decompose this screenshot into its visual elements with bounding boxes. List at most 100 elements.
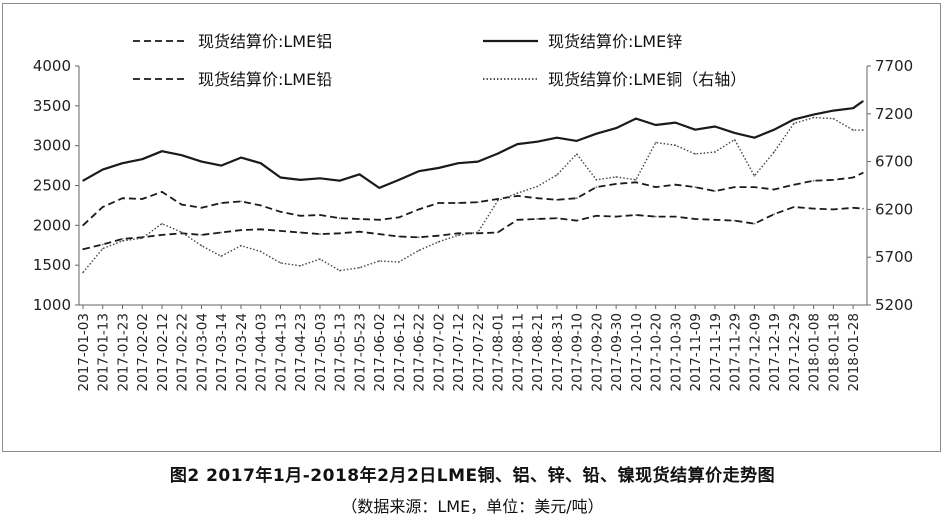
data-point	[437, 241, 440, 243]
data-point	[635, 214, 637, 216]
x-tick-label: 2018-01-08	[807, 313, 823, 391]
x-tick-label: 2017-04-13	[273, 313, 289, 391]
data-point	[299, 231, 302, 234]
x-tick-label: 2017-06-12	[392, 313, 408, 391]
series-layer	[82, 100, 864, 274]
data-point	[121, 162, 124, 165]
left-tick-label: 1500	[33, 256, 71, 274]
data-point	[832, 179, 835, 181]
data-point	[437, 202, 440, 204]
data-point	[556, 174, 558, 176]
legend-item-3: 现货结算价:LME铅	[133, 70, 332, 89]
data-point	[654, 141, 657, 144]
data-point	[398, 235, 400, 238]
right-y-axis: 5200 5700 6200 6700 7200 7700	[866, 57, 913, 314]
data-point	[654, 124, 657, 126]
data-point	[694, 218, 697, 220]
data-point	[773, 151, 775, 153]
data-point	[536, 140, 539, 143]
data-point	[575, 219, 578, 222]
data-point	[832, 117, 835, 120]
data-point	[101, 247, 104, 250]
left-tick-label: 2000	[33, 216, 71, 234]
x-tick-label: 2018-01-28	[846, 313, 862, 391]
data-point	[358, 230, 361, 233]
data-point	[674, 121, 677, 124]
data-point	[536, 185, 539, 188]
data-point	[121, 238, 124, 240]
x-tick-label: 2017-10-20	[649, 313, 665, 391]
data-point	[180, 154, 183, 157]
data-point	[279, 262, 282, 264]
legend-label: 现货结算价:LME铝	[198, 32, 332, 51]
data-point	[753, 175, 756, 177]
x-tick-label: 2017-10-30	[668, 313, 684, 391]
data-point	[437, 234, 440, 237]
data-point	[457, 232, 460, 235]
data-point	[299, 264, 302, 267]
data-point	[516, 192, 519, 195]
right-tick-label: 7200	[875, 105, 913, 123]
x-tick-label: 2017-07-02	[431, 313, 447, 391]
x-tick-label: 2017-12-19	[767, 313, 783, 391]
right-tick-label: 6700	[875, 153, 913, 171]
data-point	[793, 206, 795, 208]
data-point	[121, 197, 124, 200]
right-tick-label: 7700	[875, 57, 913, 75]
data-point	[200, 160, 203, 163]
data-point	[161, 150, 163, 153]
data-point	[299, 214, 302, 217]
data-point	[556, 136, 558, 139]
data-point	[852, 176, 854, 179]
data-point	[615, 127, 618, 129]
data-point	[575, 153, 578, 155]
data-point	[862, 129, 864, 131]
data-point	[299, 179, 302, 181]
x-tick-label: 2017-06-22	[412, 313, 428, 391]
data-point	[279, 210, 282, 213]
legend-item-4: 现货结算价:LME铜（右轴）	[483, 70, 746, 89]
data-point	[635, 181, 637, 184]
data-point	[319, 258, 321, 260]
legend-item-1: 现货结算价:LME铝	[133, 32, 332, 51]
data-point	[654, 215, 657, 218]
data-point	[240, 156, 242, 159]
data-point	[773, 128, 775, 131]
data-point	[220, 164, 223, 167]
x-tick-label: 2017-11-09	[688, 313, 704, 391]
data-point	[516, 218, 519, 221]
data-point	[398, 216, 400, 219]
left-tick-label: 3000	[33, 137, 71, 155]
data-point	[674, 144, 677, 147]
figure-source: （数据来源：LME，单位：美元/吨）	[341, 497, 604, 516]
x-tick-label: 2017-09-10	[570, 313, 586, 391]
data-point	[753, 136, 756, 139]
data-point	[694, 153, 697, 155]
x-tick-label: 2017-02-12	[155, 313, 171, 391]
data-point	[161, 222, 163, 225]
data-point	[556, 217, 558, 220]
x-tick-label: 2017-01-13	[96, 313, 112, 391]
data-point	[516, 195, 519, 197]
data-point	[654, 186, 657, 189]
right-tick-label: 5200	[875, 296, 913, 314]
data-point	[358, 173, 361, 176]
data-point	[635, 117, 637, 120]
data-point	[536, 218, 539, 220]
data-point	[378, 187, 381, 189]
data-point	[417, 208, 420, 211]
data-point	[259, 162, 262, 165]
data-point	[240, 200, 242, 203]
data-point	[200, 234, 203, 236]
data-point	[733, 186, 736, 189]
data-point	[417, 249, 420, 252]
data-point	[753, 222, 756, 225]
data-point	[338, 217, 341, 220]
data-point	[595, 132, 598, 135]
data-point	[595, 186, 598, 189]
data-point	[753, 186, 756, 189]
x-tick-label: 2018-01-18	[826, 313, 842, 391]
x-tick-label: 2017-09-20	[589, 313, 605, 391]
data-point	[477, 160, 479, 163]
